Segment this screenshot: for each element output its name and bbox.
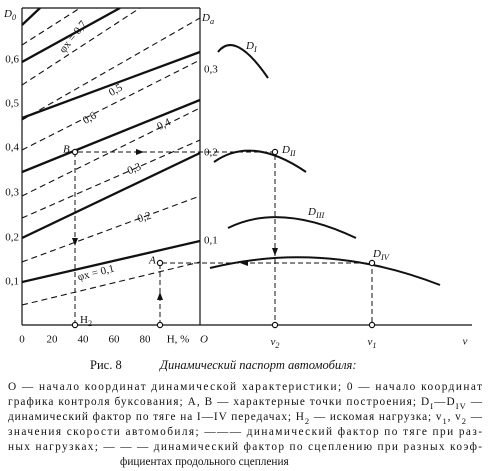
caption-line: графика контроля буксования; A, B — хара…	[8, 396, 483, 411]
text-run: v	[270, 336, 275, 348]
text-run: —	[467, 396, 483, 408]
subscript: 1	[372, 341, 376, 350]
phi-label: 0,4	[155, 116, 173, 133]
tick-label: 0,1	[204, 235, 218, 247]
curve-label: DII	[281, 144, 297, 159]
tick-label: 0,3	[204, 64, 218, 76]
text-run: значения скорости автомобиля; ——— динами…	[8, 426, 482, 438]
curve-label: DIII	[307, 206, 325, 221]
subscript: 1	[442, 416, 446, 426]
caption-line: значения скорости автомобиля; ——— динами…	[8, 426, 482, 438]
subscript: II	[289, 149, 297, 158]
subscript: 2	[305, 416, 309, 426]
text-run: графика контроля буксования; A, B — хара…	[8, 396, 429, 408]
subscript: 2	[275, 341, 279, 350]
right-axis-title: Da	[201, 12, 214, 27]
text-run: D	[307, 206, 316, 218]
subscript: IV	[380, 253, 390, 262]
curve-label: DI	[245, 40, 258, 55]
text-run: D	[201, 12, 210, 24]
axis-label: v	[463, 336, 468, 348]
subscript: IV	[456, 401, 467, 411]
caption-line: ных нагрузках; — — — динамический фактор…	[8, 441, 482, 453]
tick-label: 20	[47, 334, 59, 346]
axes	[21, 7, 472, 326]
text-run: D	[281, 144, 290, 156]
subscript: III	[315, 211, 325, 220]
subscript: 0	[12, 13, 17, 22]
text-run: ных нагрузках; — — — динамический фактор…	[8, 441, 482, 453]
text-run: O — начало координат динамической характ…	[8, 381, 482, 393]
text-run: динамический фактор по тяге на I—IV пере…	[8, 411, 304, 423]
origin-label: O	[200, 334, 208, 346]
subscript: I	[430, 401, 433, 411]
text-run: — искомая нагрузка; v	[310, 411, 442, 423]
point-label: A	[148, 255, 156, 267]
subscript: 2	[462, 416, 466, 426]
phi-label: 0,3	[126, 161, 144, 177]
phi-label: 0,5	[107, 81, 125, 99]
tick-label: 0,5	[5, 98, 19, 110]
caption-line: фициентах продольного сцепления	[120, 456, 289, 468]
text-run: D	[3, 8, 12, 20]
curve-label: DIV	[372, 248, 390, 263]
text-run: D	[245, 40, 254, 52]
text-run: v	[367, 336, 372, 348]
point-label: H2	[80, 314, 92, 329]
tick-label: 80	[140, 334, 152, 346]
curves	[209, 44, 441, 286]
text-run: D	[372, 248, 381, 260]
caption-title: Динамический паспорт автомобиля:	[159, 358, 357, 372]
text-run: H	[80, 314, 88, 326]
tick-label: 0	[19, 334, 25, 346]
text-run: —	[467, 411, 483, 423]
subscript: a	[210, 17, 214, 26]
tick-label: 0,4	[5, 142, 19, 154]
subscript: I	[253, 45, 258, 54]
caption-number: Рис. 8	[90, 358, 122, 372]
tick-label: v2	[270, 336, 279, 351]
tick-label: v1	[367, 336, 376, 351]
text-run: , v	[448, 411, 462, 423]
left-axis-title: D0	[3, 8, 17, 23]
axis-label: H, %	[167, 334, 190, 346]
tick-label: 0,2	[5, 232, 19, 244]
text-run: —D	[433, 396, 455, 408]
text-run: фициентах продольного сцепления	[120, 456, 289, 468]
phi-label: 0,2	[136, 210, 153, 226]
tick-label: 0,6	[5, 54, 19, 66]
tick-label: 0,3	[5, 187, 19, 199]
line-family	[22, 8, 200, 306]
subscript: 2	[88, 319, 92, 328]
guides	[71, 148, 376, 329]
caption-line: динамический фактор по тяге на I—IV пере…	[8, 411, 483, 426]
tick-label: 0,2	[204, 147, 218, 159]
tick-label: 40	[78, 334, 90, 346]
phi-label: φx = 0,7	[57, 18, 90, 55]
caption-line: O — начало координат динамической характ…	[8, 381, 482, 393]
point-label: B	[63, 144, 70, 156]
tick-label: 0,1	[5, 276, 19, 288]
tick-label: 60	[109, 334, 121, 346]
